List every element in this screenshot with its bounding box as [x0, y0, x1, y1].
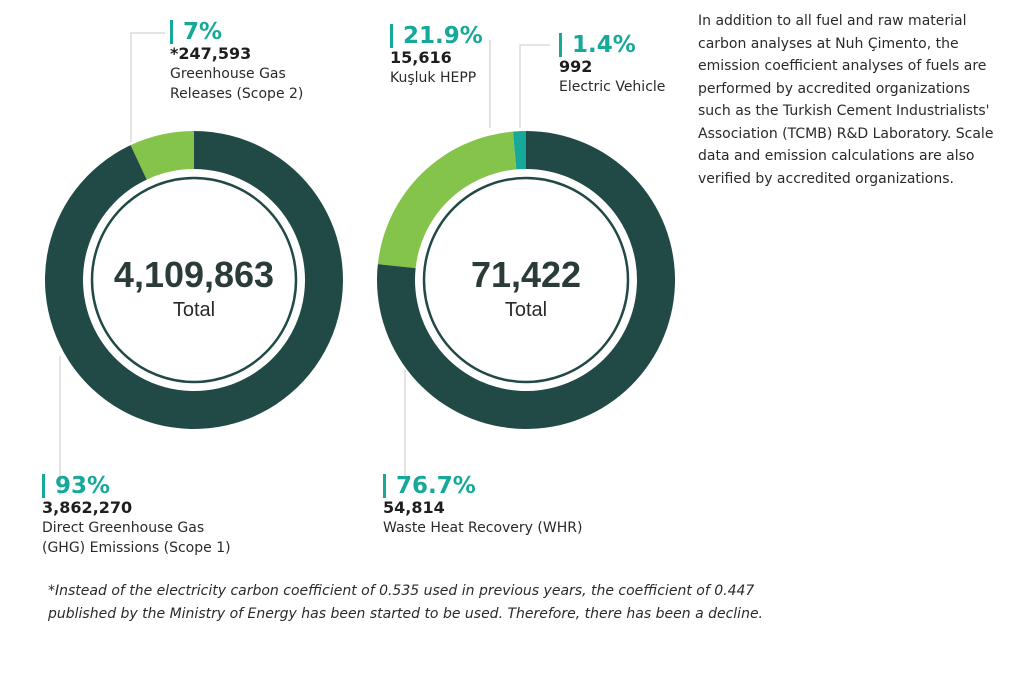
- value-label: 3,862,270: [42, 498, 133, 517]
- donut-chart-2: [377, 131, 675, 429]
- info-paragraph: In addition to all fuel and raw material…: [698, 13, 994, 187]
- donut-1-center-label: Total: [173, 299, 215, 321]
- donut-slice-greenhouse-gas-releases-scope-2: [130, 131, 194, 180]
- label-waste-heat-recovery: 76.7% 54,814 Waste Heat Recovery (WHR): [383, 474, 582, 538]
- value-label: 15,616: [390, 48, 452, 67]
- label-kusluk-hepp: 21.9% 15,616 Kuşluk HEPP: [390, 24, 483, 88]
- donut-2-inner-ring: [422, 176, 630, 384]
- donut-slice-ku-luk-hepp: [377, 131, 517, 269]
- percent-label: 76.7%: [383, 474, 582, 498]
- percent-label: 21.9%: [390, 24, 483, 48]
- percent-label: 93%: [42, 474, 231, 498]
- value-label: 992: [559, 57, 593, 76]
- donut-chart-1: [45, 131, 344, 429]
- percent-label: 1.4%: [559, 33, 665, 57]
- donut-1-center-value: 4,109,863: [114, 254, 274, 295]
- description-line: Electric Vehicle: [559, 79, 666, 95]
- description-line: Kuşluk HEPP: [390, 70, 477, 86]
- percent-label: 7%: [170, 20, 303, 44]
- leader-line-chart2-slice3: [519, 44, 550, 128]
- footnote: *Instead of the electricity carbon coeff…: [48, 583, 764, 622]
- description-line: Waste Heat Recovery (WHR): [383, 520, 583, 536]
- description-line: Greenhouse Gas: [170, 66, 286, 82]
- label-ghg-scope1: 93% 3,862,270 Direct Greenhouse Gas (GHG…: [42, 474, 231, 558]
- donut-2-center-label: Total: [505, 299, 547, 321]
- value-label: *247,593: [170, 44, 252, 63]
- description-line: (GHG) Emissions (Scope 1): [42, 540, 231, 556]
- donut-slice-electric-vehicle: [512, 131, 526, 170]
- description-line: Direct Greenhouse Gas: [42, 520, 205, 536]
- label-electric-vehicle: 1.4% 992 Electric Vehicle: [559, 33, 665, 97]
- description-line: Releases (Scope 2): [170, 86, 304, 102]
- value-label: 54,814: [383, 498, 445, 517]
- label-ghg-scope2: 7% *247,593 Greenhouse Gas Releases (Sco…: [170, 20, 303, 104]
- leader-line-chart1-slice2: [130, 32, 165, 142]
- donut-1-inner-ring: [90, 176, 298, 384]
- donut-2-center-value: 71,422: [471, 254, 581, 295]
